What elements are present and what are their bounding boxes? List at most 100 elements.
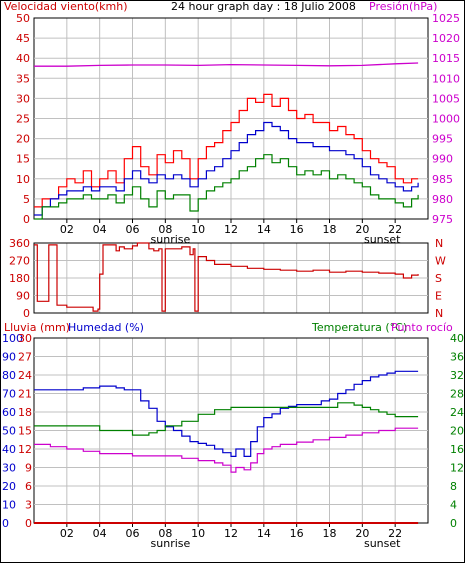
series-dewpoint-line [34,427,419,473]
rain-y-tick-label: 15 [18,425,32,438]
pressure-y-tick-label: 1020 [432,32,460,45]
temperature-y-tick-label: 32 [450,369,464,382]
rain-y-tick-label: 0 [25,517,32,530]
p3-x-tick-label: 16 [290,527,304,540]
humidity-y-tick-label: 30 [2,462,16,475]
pressure-y-tick-label: 1010 [432,72,460,85]
rain-axis-title: Lluvia (mm) [4,321,70,334]
p3-x-tick-label: 22 [388,527,402,540]
p3-x-tick-label: 04 [93,527,107,540]
pressure-axis-title: Presión(hPa) [369,0,437,13]
series-humidity-line [34,370,419,457]
humidity-y-tick-label: 50 [2,425,16,438]
pressure-y-tick-label: 990 [432,153,453,166]
pressure-y-tick-label: 980 [432,193,453,206]
p1-x-tick-label: 02 [60,223,74,236]
wind-y-tick-label: 30 [16,92,30,105]
temperature-y-tick-label: 20 [450,425,464,438]
pressure-y-tick-label: 985 [432,173,453,186]
humidity-y-tick-label: 60 [2,406,16,419]
humidity-y-tick-label: 100 [2,332,23,345]
page-title: 24 hour graph day : 18 Julio 2008 [171,0,356,13]
wind-y-tick-label: 40 [16,52,30,65]
wind-y-tick-label: 10 [16,173,30,186]
direction-y-tick-label: 90 [16,290,30,303]
wind-y-tick-label: 35 [16,72,30,85]
p1-x-tick-label: 12 [224,223,238,236]
rain-y-tick-label: 3 [25,499,32,512]
compass-tick-label: N [435,307,443,320]
pressure-y-tick-label: 1005 [432,92,460,105]
pressure-y-tick-label: 1000 [432,113,460,126]
series-low-line [34,154,419,220]
p3-x-tick-label: 14 [257,527,271,540]
humidity-y-tick-label: 40 [2,443,16,456]
temperature-y-tick-label: 24 [450,406,464,419]
series-temperature-line [34,402,419,436]
humidity-axis-title: Humedad (%) [68,321,144,334]
humidity-y-tick-label: 70 [2,388,16,401]
p3-x-tick-label: 10 [191,527,205,540]
humidity-y-tick-label: 10 [2,499,16,512]
compass-tick-label: N [435,237,443,250]
pressure-y-tick-label: 975 [432,213,453,226]
temperature-y-tick-label: 0 [450,517,457,530]
p1-x-tick-label: 16 [290,223,304,236]
p1-x-tick-label: 06 [126,223,140,236]
direction-y-tick-label: 270 [9,255,30,268]
temperature-y-tick-label: 16 [450,443,464,456]
rain-y-tick-label: 6 [25,480,32,493]
series-average-line [34,121,419,216]
pressure-y-tick-label: 1025 [432,12,460,25]
rain-y-tick-label: 27 [18,351,32,364]
compass-tick-label: E [435,290,442,303]
p3-x-tick-label: 02 [60,527,74,540]
temperature-y-tick-label: 28 [450,388,464,401]
temperature-y-tick-label: 36 [450,351,464,364]
wind-y-tick-label: 50 [16,12,30,25]
wind-y-tick-label: 45 [16,32,30,45]
p3-x-tick-label: 12 [224,527,238,540]
direction-y-tick-label: 360 [9,237,30,250]
humidity-y-tick-label: 20 [2,480,16,493]
series-direction-line [34,242,419,312]
rain-y-tick-label: 9 [25,462,32,475]
humidity-y-tick-label: 80 [2,369,16,382]
wind-y-tick-label: 0 [23,213,30,226]
temperature-y-tick-label: 12 [450,462,464,475]
temperature-y-tick-label: 40 [450,332,464,345]
wind-y-tick-label: 5 [23,193,30,206]
p3-sunrise-label: sunrise [151,537,191,550]
direction-y-tick-label: 180 [9,272,30,285]
rain-y-tick-label: 12 [18,443,32,456]
temperature-y-tick-label: 4 [450,499,457,512]
p1-x-tick-label: 18 [323,223,337,236]
p1-x-tick-label: 08 [158,223,172,236]
pressure-y-tick-label: 995 [432,133,453,146]
p1-x-tick-label: 04 [93,223,107,236]
compass-tick-label: S [435,272,442,285]
series-pressure-line [34,62,419,67]
p3-x-tick-label: 18 [323,527,337,540]
temperature-y-tick-label: 8 [450,480,457,493]
humidity-y-tick-label: 0 [2,517,9,530]
wind-pressure-panel: 0510152025303540455097598098599099510001… [16,12,460,246]
rain-y-tick-label: 24 [18,369,32,382]
p3-x-tick-label: 06 [126,527,140,540]
p3-sunset-label: sunset [364,537,401,550]
p1-sunrise-label: sunrise [151,233,191,246]
rain-y-tick-label: 18 [18,406,32,419]
humidity-y-tick-label: 90 [2,351,16,364]
rain-y-tick-label: 21 [18,388,32,401]
p1-x-tick-label: 10 [191,223,205,236]
compass-tick-label: W [435,255,446,268]
pressure-y-tick-label: 1015 [432,52,460,65]
wind-y-tick-label: 25 [16,113,30,126]
series-gust-line [34,93,419,208]
wind-y-tick-label: 20 [16,133,30,146]
p1-x-tick-label: 22 [388,223,402,236]
